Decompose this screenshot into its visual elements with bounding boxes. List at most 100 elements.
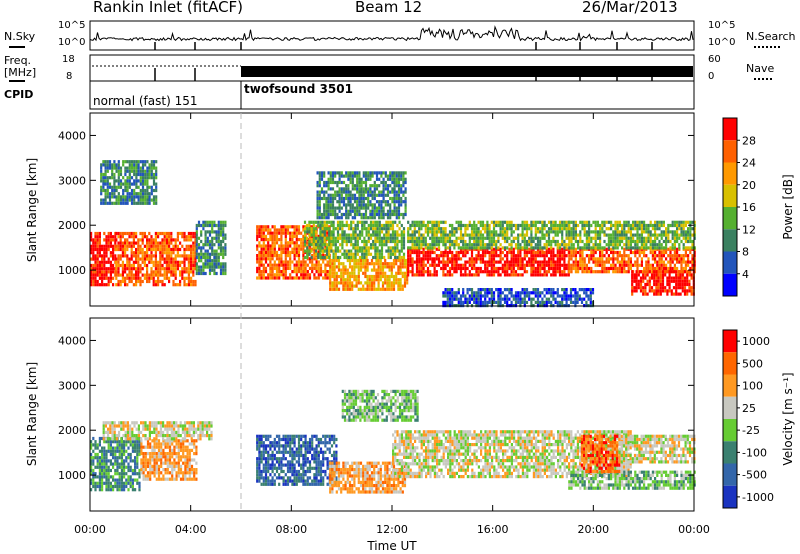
heatmap-cell — [426, 266, 430, 271]
heatmap-cell — [354, 246, 357, 250]
heatmap-cell — [413, 260, 416, 264]
heatmap-cell — [621, 254, 624, 258]
heatmap-cell — [107, 257, 110, 261]
heatmap-cell — [372, 230, 375, 234]
heatmap-cell — [521, 297, 524, 301]
heatmap-cell — [407, 246, 410, 250]
heatmap-cell — [623, 270, 626, 274]
heatmap-cell — [330, 239, 333, 244]
heatmap-cell — [117, 172, 120, 177]
heatmap-cell — [475, 223, 478, 228]
heatmap-cell — [119, 241, 122, 245]
heatmap-cell — [154, 238, 157, 242]
heatmap-cell — [545, 250, 548, 255]
heatmap-cell — [353, 278, 356, 282]
heatmap-cell — [282, 260, 285, 264]
heatmap-cell — [512, 263, 515, 267]
heatmap-cell — [314, 246, 318, 250]
heatmap-cell — [521, 260, 524, 264]
heatmap-cell — [155, 169, 158, 173]
heatmap-cell — [291, 241, 294, 245]
heatmap-cell — [295, 250, 298, 254]
heatmap-cell — [680, 230, 683, 234]
heatmap-cell — [310, 255, 313, 260]
heatmap-cell — [356, 200, 359, 204]
heatmap-cell — [629, 260, 632, 264]
heatmap-cell — [635, 273, 638, 277]
heatmap-cell — [647, 230, 650, 234]
heatmap-cell — [517, 250, 520, 255]
heatmap-cell — [104, 198, 107, 202]
heatmap-cell — [512, 236, 515, 240]
heatmap-cell — [370, 287, 374, 291]
heatmap-cell — [345, 190, 348, 194]
heatmap-cell — [570, 263, 573, 267]
heatmap-cell — [429, 220, 432, 224]
heatmap-cell — [521, 233, 524, 237]
heatmap-cell — [682, 220, 685, 224]
heatmap-cell — [525, 227, 529, 231]
heatmap-cell — [479, 300, 482, 304]
heatmap-cell — [374, 227, 377, 231]
heatmap-cell — [599, 246, 602, 250]
heatmap-cell — [409, 250, 412, 255]
heatmap-cell — [473, 297, 476, 301]
heatmap-cell — [362, 196, 365, 201]
heatmap-cell — [146, 235, 149, 239]
heatmap-cell — [499, 227, 502, 231]
heatmap-cell — [621, 270, 624, 274]
heatmap-cell — [384, 262, 387, 266]
heatmap-cell — [397, 216, 401, 220]
heatmap-cell — [325, 203, 328, 207]
heatmap-cell — [655, 282, 658, 287]
heatmap-cell — [519, 260, 522, 264]
heatmap-cell — [117, 179, 120, 183]
heatmap-cell — [306, 273, 309, 277]
heatmap-cell — [126, 188, 129, 193]
heatmap-cell — [372, 239, 375, 244]
heatmap-cell — [112, 247, 115, 252]
heatmap-cell — [117, 201, 120, 205]
heatmap-cell — [187, 283, 190, 287]
heatmap-cell — [563, 246, 566, 250]
heatmap-cell — [644, 282, 647, 287]
heatmap-cell — [273, 231, 276, 235]
heatmap-cell — [380, 255, 384, 260]
heatmap-cell — [135, 251, 138, 255]
heatmap-cell — [208, 246, 212, 250]
heatmap-cell — [422, 220, 425, 224]
heatmap-cell — [319, 252, 322, 256]
heatmap-cell — [347, 239, 351, 244]
heatmap-cell — [506, 239, 509, 244]
heatmap-cell — [284, 276, 287, 280]
heatmap-cell — [547, 260, 551, 264]
heatmap-cell — [96, 273, 99, 277]
heatmap-cell — [192, 235, 195, 239]
heatmap-cell — [627, 230, 630, 234]
heatmap-cell — [662, 223, 665, 228]
heatmap-cell — [121, 241, 124, 245]
heatmap-cell — [345, 206, 348, 210]
heatmap-cell — [495, 246, 498, 250]
heatmap-cell — [519, 233, 522, 237]
heatmap-cell — [351, 216, 354, 220]
heatmap-cell — [561, 243, 564, 247]
heatmap-cell — [383, 236, 386, 240]
heatmap-cell — [629, 233, 632, 237]
heatmap-cell — [340, 216, 343, 220]
heatmap-cell — [98, 270, 101, 274]
heatmap-cell — [353, 216, 357, 220]
heatmap-cell — [319, 246, 322, 250]
heatmap-cell — [594, 230, 597, 234]
heatmap-cell — [367, 223, 370, 228]
heatmap-cell — [312, 227, 315, 231]
heatmap-cell — [393, 187, 396, 191]
heatmap-cell — [530, 236, 533, 240]
heatmap-cell — [119, 185, 123, 189]
heatmap-cell — [590, 239, 593, 244]
heatmap-cell — [115, 244, 118, 248]
heatmap-cell — [170, 251, 173, 255]
heatmap-cell — [128, 276, 131, 280]
heatmap-cell — [510, 220, 513, 224]
heatmap-cell — [146, 257, 149, 261]
